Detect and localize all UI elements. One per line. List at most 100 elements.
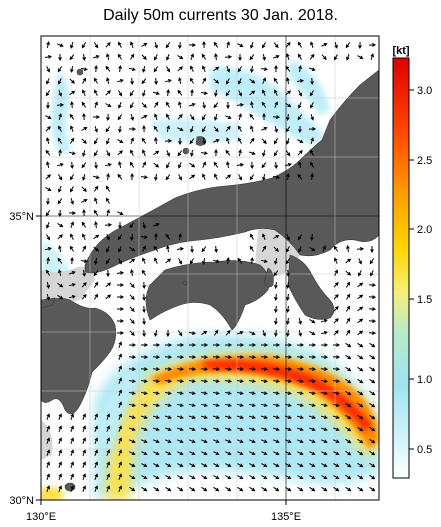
- current-arrow: [369, 258, 375, 265]
- current-arrow: [202, 40, 206, 49]
- current-arrow: [70, 461, 74, 468]
- current-arrow: [345, 281, 351, 288]
- current-arrow: [213, 102, 219, 109]
- current-arrow: [82, 112, 86, 121]
- current-arrow: [249, 113, 255, 120]
- current-arrow: [46, 256, 50, 265]
- current-arrow: [236, 367, 245, 371]
- current-arrow: [297, 463, 304, 467]
- current-arrow: [298, 329, 302, 337]
- current-arrow: [117, 331, 125, 335]
- current-arrow: [118, 125, 122, 134]
- colorbar-tick-2-0: 2.0: [417, 224, 432, 236]
- current-arrow: [237, 439, 244, 443]
- current-arrow: [370, 53, 374, 61]
- current-arrow: [69, 90, 76, 96]
- current-arrow: [165, 439, 172, 443]
- current-arrow: [190, 88, 194, 97]
- current-arrow: [212, 259, 220, 263]
- current-arrow: [284, 367, 293, 371]
- current-arrow: [309, 161, 315, 168]
- current-arrow: [93, 115, 101, 119]
- current-arrow: [118, 258, 122, 265]
- current-arrow: [57, 282, 64, 288]
- current-arrow: [70, 449, 74, 456]
- current-arrow: [249, 427, 256, 431]
- current-arrow: [176, 379, 185, 383]
- current-arrow: [225, 115, 232, 119]
- current-arrow: [130, 113, 134, 121]
- current-arrow: [320, 367, 329, 371]
- current-arrow: [164, 367, 173, 371]
- current-arrow: [272, 115, 281, 119]
- current-arrow: [45, 90, 51, 97]
- colorbar: [kt] 3.0 2.5 2.0 1.5 1.0 0.5: [392, 45, 432, 479]
- colorbar-scale: [392, 57, 410, 479]
- current-arrow: [177, 66, 183, 72]
- current-arrow: [164, 415, 172, 419]
- current-arrow: [284, 391, 292, 395]
- current-arrow: [370, 246, 374, 254]
- current-arrow: [56, 103, 65, 107]
- current-arrow: [153, 162, 160, 168]
- current-arrow: [152, 391, 160, 395]
- current-arrow: [238, 174, 242, 181]
- current-arrow: [200, 355, 209, 359]
- current-arrow: [272, 415, 280, 419]
- current-arrow: [202, 137, 206, 145]
- current-arrow: [213, 78, 220, 84]
- current-arrow: [273, 246, 279, 252]
- current-arrow: [201, 126, 206, 133]
- current-arrow: [320, 415, 328, 419]
- current-arrow: [346, 244, 350, 253]
- current-arrow: [369, 378, 376, 384]
- current-arrow: [309, 246, 316, 252]
- current-arrow: [284, 379, 293, 383]
- current-arrow: [46, 437, 50, 444]
- current-arrow: [81, 162, 87, 169]
- current-arrow: [273, 150, 279, 157]
- current-arrow: [273, 42, 279, 49]
- current-arrow: [274, 161, 278, 170]
- current-arrow: [333, 294, 339, 300]
- current-arrow: [58, 485, 62, 492]
- current-arrow: [369, 426, 376, 432]
- current-arrow: [46, 281, 50, 289]
- current-arrow: [272, 175, 280, 179]
- current-arrow: [129, 306, 135, 312]
- current-arrow: [213, 329, 219, 336]
- current-arrow: [261, 127, 268, 131]
- current-arrow: [57, 294, 64, 300]
- current-arrow: [262, 233, 266, 240]
- current-arrow: [273, 138, 278, 145]
- current-arrow: [104, 223, 113, 227]
- current-arrow: [165, 486, 172, 492]
- current-arrow: [105, 197, 110, 204]
- y-label-30n: 30°N: [9, 495, 34, 507]
- current-arrow: [58, 53, 62, 62]
- current-arrow: [94, 449, 98, 456]
- current-arrow: [213, 139, 220, 143]
- current-arrow: [225, 174, 232, 180]
- current-arrow: [140, 355, 149, 359]
- current-arrow: [81, 294, 87, 300]
- current-arrow: [141, 78, 147, 85]
- current-arrow: [201, 343, 209, 347]
- current-arrow: [153, 451, 160, 455]
- current-arrow: [225, 125, 231, 132]
- current-arrow: [94, 138, 98, 145]
- current-arrow: [46, 66, 50, 73]
- current-arrow: [213, 475, 220, 480]
- current-arrow: [128, 391, 136, 395]
- current-arrow: [369, 474, 376, 480]
- current-arrow: [177, 475, 184, 480]
- current-arrow: [250, 65, 254, 74]
- current-arrow: [285, 427, 292, 431]
- current-arrow: [93, 293, 99, 300]
- current-arrow: [236, 391, 244, 395]
- current-arrow: [165, 42, 171, 49]
- current-arrow: [106, 437, 110, 444]
- current-arrow: [249, 475, 256, 480]
- current-arrow: [153, 101, 159, 108]
- current-arrow: [152, 415, 160, 419]
